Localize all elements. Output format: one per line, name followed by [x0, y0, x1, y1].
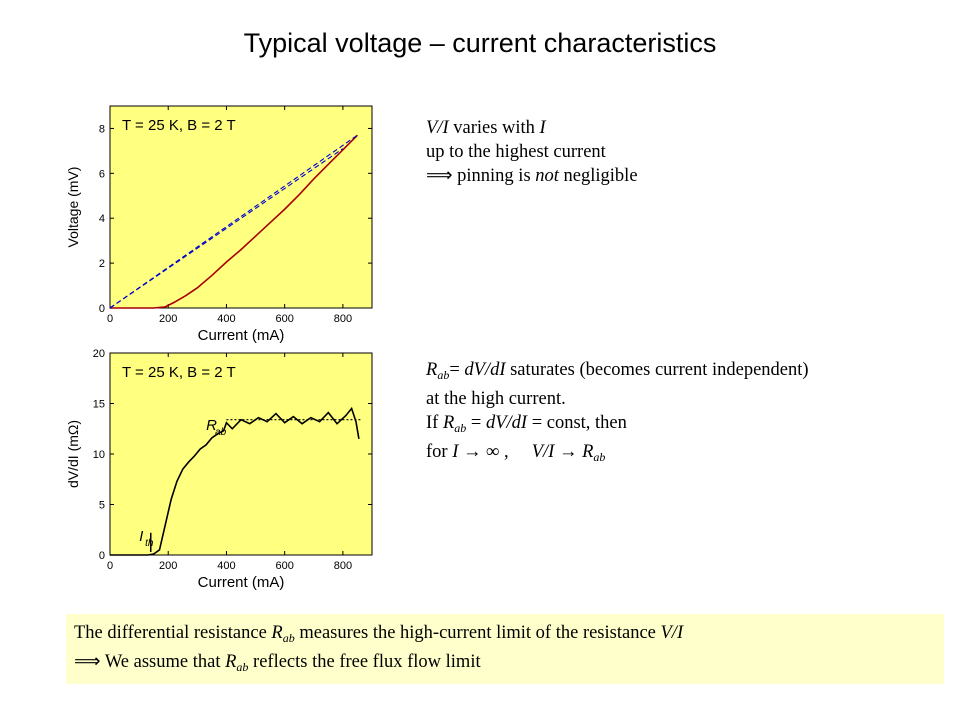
x-tick-label: 600: [275, 313, 293, 325]
y-axis-label: Voltage (mV): [65, 167, 81, 248]
rab-label-sub: ab: [215, 427, 227, 438]
x-tick-label: 800: [334, 313, 352, 325]
plot-area: [109, 105, 373, 309]
y-tick-label: 5: [99, 500, 105, 512]
y-tick-label: 0: [99, 550, 105, 562]
y-tick-label: 20: [93, 348, 105, 360]
conclusion-box: The differential resistance Rab measures…: [66, 614, 944, 684]
condition-annotation: T = 25 K, B = 2 T: [122, 364, 236, 381]
page-title: Typical voltage – current characteristic…: [243, 28, 717, 58]
series-line-1: [110, 406, 360, 556]
plot-area: [109, 352, 373, 556]
y-tick-label: 4: [99, 213, 105, 225]
differential-resistance-chart: 0 200 400 600 800 0 5 10 15 20 Current (mA) dV/dI (…: [65, 348, 373, 591]
x-tick-label: 400: [217, 560, 235, 572]
y-axis-label: dV/dI (mΩ): [65, 420, 81, 488]
x-axis-label: Current (mA): [198, 574, 285, 591]
ith-label-sub: th: [145, 538, 154, 549]
y-tick-label: 6: [99, 168, 105, 180]
y-tick-label: 2: [99, 258, 105, 270]
voltage-current-chart: 0 200 400 600 800 0 2 4 6 8 Current (mA) Voltage (m…: [65, 105, 373, 344]
x-tick-label: 600: [275, 560, 293, 572]
y-tick-label: 8: [99, 123, 105, 135]
y-tick-label: 10: [93, 449, 105, 461]
x-tick-label: 400: [217, 313, 235, 325]
x-tick-label: 200: [159, 560, 177, 572]
series-line-1: [110, 134, 359, 309]
series-line-3: [109, 148, 344, 309]
note-pinning: V/I varies with I up to the highest curr…: [426, 118, 638, 186]
x-tick-label: 0: [107, 560, 113, 572]
y-tick-label: 15: [93, 399, 105, 411]
x-tick-label: 800: [334, 560, 352, 572]
x-tick-label: 0: [107, 313, 113, 325]
ith-label: I: [139, 528, 143, 545]
x-tick-label: 200: [159, 313, 177, 325]
y-tick-label: 0: [99, 303, 105, 315]
x-axis-label: Current (mA): [198, 327, 285, 344]
rab-label: R: [206, 417, 217, 434]
note-saturation: Rab= dV/dI saturates (becomes current in…: [426, 360, 809, 464]
condition-annotation: T = 25 K, B = 2 T: [122, 117, 236, 134]
